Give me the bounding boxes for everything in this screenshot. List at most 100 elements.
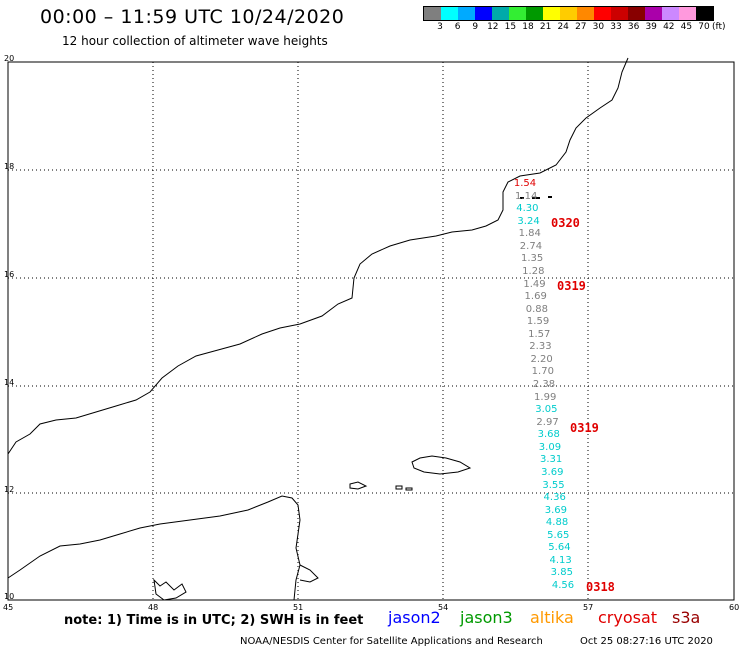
wave-height-value: 3.09 <box>538 441 562 453</box>
legend-swatch <box>679 7 696 20</box>
map-subtitle: 12 hour collection of altimeter wave hei… <box>62 34 328 48</box>
wave-height-value: 3.69 <box>544 504 568 516</box>
wave-height-value: 1.99 <box>534 391 557 403</box>
wave-height-value: 1.54 <box>513 178 537 189</box>
wave-height-value: 1.84 <box>518 228 541 240</box>
legend-tick: 27 <box>575 22 587 32</box>
legend-tick: 45 <box>680 22 693 32</box>
map-frame <box>7 61 735 601</box>
y-tick-label: 20 <box>4 54 15 63</box>
timestamp-text: Oct 25 08:27:16 UTC 2020 <box>580 636 713 647</box>
satellite-label: altika <box>530 608 574 627</box>
grid-lines <box>8 62 734 600</box>
legend-tick: 39 <box>645 22 657 32</box>
wave-height-value: 2.38 <box>532 379 556 390</box>
wave-height-value: 5.64 <box>548 542 571 554</box>
wave-height-value: 4.30 <box>516 203 539 215</box>
satellite-label: cryosat <box>598 608 658 627</box>
pass-time-label: 0319 <box>557 279 586 293</box>
wave-height-value: 2.97 <box>536 416 559 428</box>
wave-height-value: 3.68 <box>537 429 560 441</box>
legend-tick: 24 <box>557 22 569 32</box>
legend-tick: 30 <box>592 22 605 32</box>
legend-tick: 21 <box>539 22 552 32</box>
wave-height-value: 3.85 <box>550 567 573 579</box>
wave-height-value: 1.59 <box>526 316 550 328</box>
wave-height-value: 4.36 <box>543 492 566 504</box>
legend-swatch <box>577 7 594 20</box>
legend-swatch <box>526 7 543 20</box>
legend-tick: 18 <box>522 22 534 32</box>
wave-height-value: 3.05 <box>535 404 558 416</box>
wave-height-value: 2.33 <box>529 341 552 353</box>
wave-height-value: 1.28 <box>522 265 545 277</box>
y-tick-label: 18 <box>4 162 15 171</box>
wave-height-value: 0.88 <box>525 303 549 315</box>
legend-swatch <box>475 7 492 20</box>
wave-height-value: 4.88 <box>545 517 569 529</box>
wave-height-value: 1.69 <box>524 291 547 303</box>
legend-swatch <box>628 7 645 20</box>
x-tick-label: 57 <box>583 603 594 612</box>
legend-swatch <box>543 7 560 20</box>
pass-time-label: 0320 <box>551 216 580 230</box>
legend-swatch <box>696 7 713 20</box>
legend-tick: 36 <box>627 22 640 32</box>
wave-height-value: 3.55 <box>542 479 565 491</box>
legend-swatch <box>560 7 577 20</box>
wave-height-value: 4.13 <box>549 554 572 566</box>
legend-tick: 12 <box>487 22 499 32</box>
satellite-label: jason3 <box>460 608 513 627</box>
legend-tick: 3 <box>437 22 443 32</box>
x-tick-label: 48 <box>148 603 159 612</box>
y-tick-label: 10 <box>4 592 15 601</box>
y-tick-label: 16 <box>4 270 15 279</box>
y-tick-label: 12 <box>4 485 15 494</box>
legend-swatch <box>492 7 509 20</box>
color-legend-ticks: 3 6 9 12 15 18 21 24 27 30 33 36 39 42 45 70 <box>423 22 738 36</box>
legend-swatch <box>662 7 679 20</box>
legend-swatch <box>458 7 475 20</box>
wave-height-value: 1.49 <box>523 278 546 290</box>
color-legend-bar <box>423 6 714 21</box>
footer-note: note: 1) Time is in UTC; 2) SWH is in fe… <box>64 613 364 628</box>
legend-tick: 15 <box>504 22 517 32</box>
x-tick-label: 54 <box>438 603 449 612</box>
legend-swatch <box>424 7 441 20</box>
pass-time-label: 0319 <box>570 421 599 435</box>
x-tick-label: 60 <box>729 603 740 612</box>
coastline-dots <box>520 196 552 199</box>
legend-unit: (ft) <box>712 22 726 32</box>
pass-time-label: 0318 <box>586 580 615 594</box>
legend-swatch <box>594 7 611 20</box>
wave-height-value: 3.24 <box>517 215 540 227</box>
island-small-1 <box>349 481 368 490</box>
legend-tick: 9 <box>472 22 479 32</box>
map-title: 00:00 – 11:59 UTC 10/24/2020 <box>40 6 345 28</box>
legend-tick: 33 <box>610 22 622 32</box>
satellite-label: jason2 <box>388 608 441 627</box>
island-small-3 <box>405 487 413 491</box>
y-tick-label: 14 <box>4 378 15 387</box>
island-small-2 <box>395 485 403 490</box>
coastline-arabia <box>7 57 629 455</box>
wave-height-value: 1.57 <box>528 328 551 340</box>
wave-height-value: 1.70 <box>531 366 554 378</box>
wave-height-value: 3.31 <box>539 454 563 466</box>
legend-swatch <box>509 7 526 20</box>
legend-tick: 6 <box>454 22 461 32</box>
wave-height-value: 3.69 <box>541 466 564 478</box>
island-socotra <box>411 455 472 475</box>
legend-swatch <box>441 7 458 20</box>
legend-swatch <box>645 7 662 20</box>
wave-height-value: 2.74 <box>519 240 543 252</box>
coastline-somalia <box>7 495 301 601</box>
wave-height-value: 5.65 <box>547 529 570 541</box>
wave-height-value: 4.56 <box>551 580 575 591</box>
wave-height-value: 1.14 <box>515 190 538 202</box>
x-tick-label: 51 <box>293 603 304 612</box>
legend-swatch <box>611 7 628 20</box>
satellite-label: s3a <box>672 608 701 627</box>
coastline-lower-left <box>153 578 187 601</box>
